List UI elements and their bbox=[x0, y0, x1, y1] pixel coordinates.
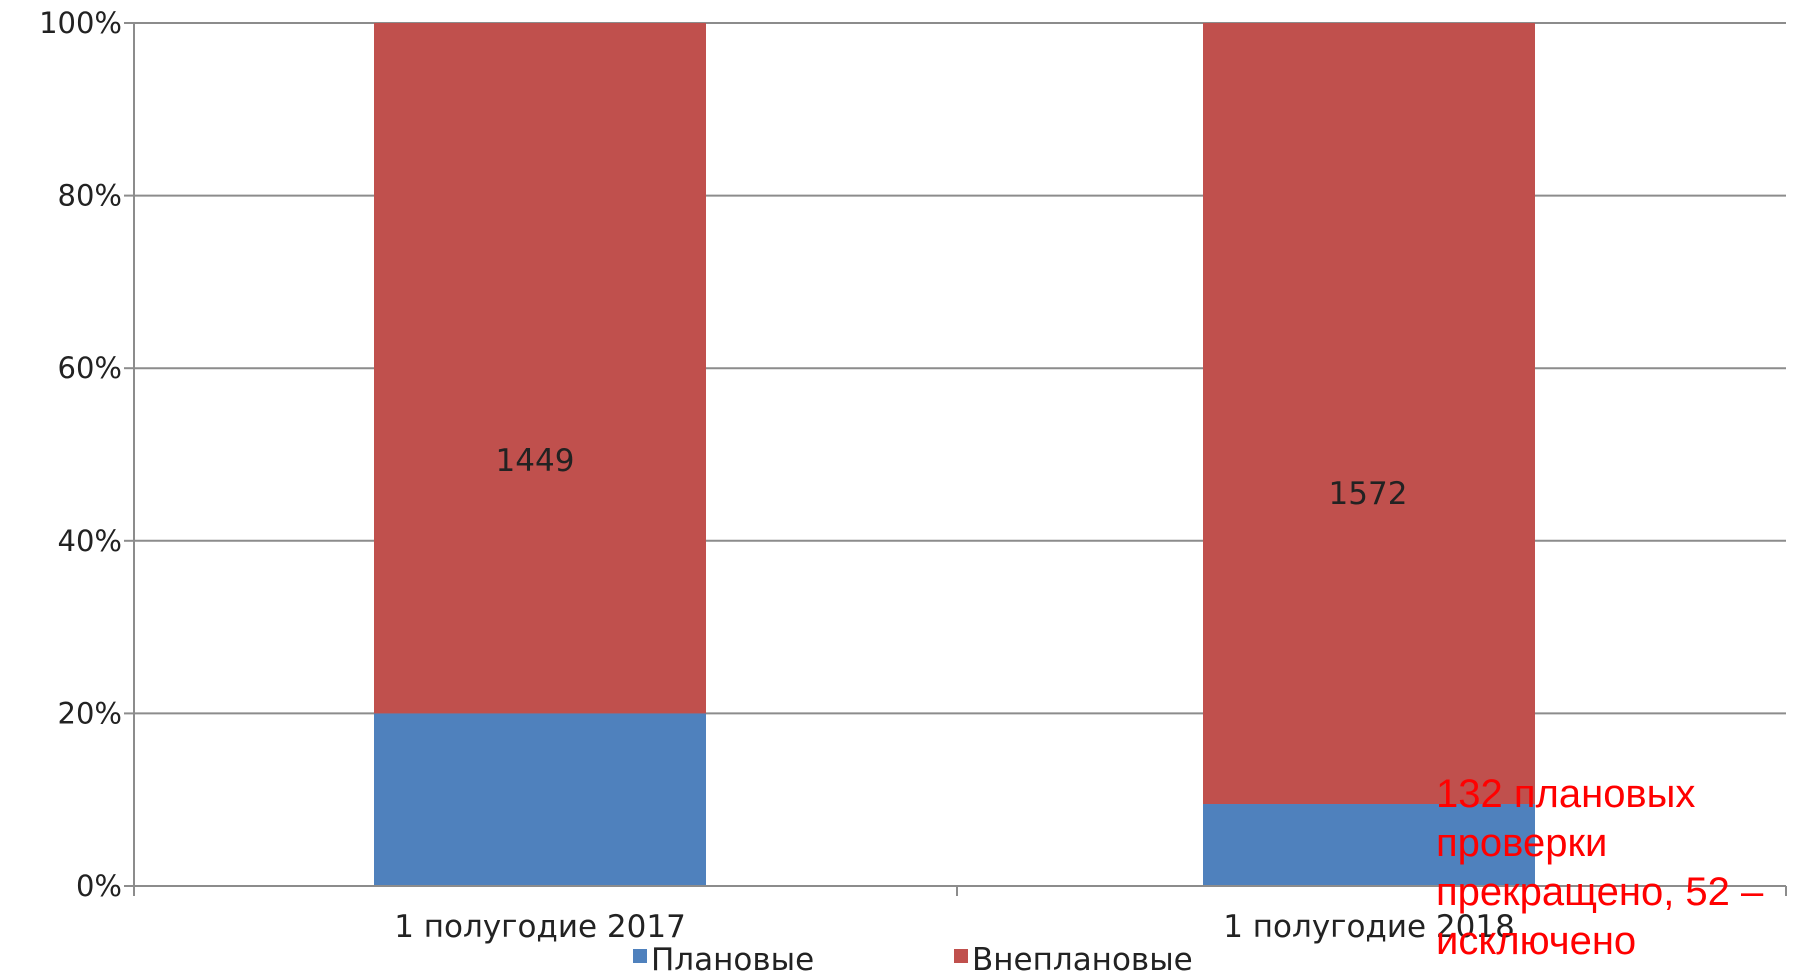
data-labels: 1449 1572 bbox=[496, 443, 1408, 512]
legend-label: Плановые bbox=[651, 942, 814, 974]
legend-label: Внеплановые bbox=[972, 942, 1193, 974]
bar-planned-2 bbox=[1203, 804, 1535, 886]
y-tick-label: 40% bbox=[58, 524, 122, 558]
x-tick-label: 1 полугодие 2017 bbox=[394, 909, 686, 945]
x-tick-label: 1 полугодие 2018 bbox=[1223, 909, 1515, 945]
bar-unplanned-1 bbox=[374, 23, 706, 714]
bar-planned-1 bbox=[374, 713, 706, 886]
data-label: 1449 bbox=[496, 443, 575, 479]
y-tick-label: 0% bbox=[76, 869, 122, 903]
bars bbox=[374, 23, 1535, 886]
legend: Плановые Внеплановые bbox=[633, 942, 1193, 974]
y-tick-label: 20% bbox=[58, 696, 122, 730]
legend-swatch bbox=[954, 949, 968, 963]
legend-swatch bbox=[633, 949, 647, 963]
y-tick-label: 80% bbox=[58, 179, 122, 213]
axes bbox=[124, 22, 1787, 896]
x-tick-labels: 1 полугодие 2017 1 полугодие 2018 bbox=[394, 909, 1515, 945]
y-tick-label: 100% bbox=[39, 6, 122, 40]
y-tick-labels: 0% 20% 40% 60% 80% 100% bbox=[39, 6, 122, 903]
bar-unplanned-2 bbox=[1203, 23, 1535, 805]
data-label: 1572 bbox=[1329, 476, 1408, 512]
annotation-text: 132 плановых проверки прекращено, 52 – и… bbox=[1436, 772, 1764, 963]
y-tick-label: 60% bbox=[58, 351, 122, 385]
